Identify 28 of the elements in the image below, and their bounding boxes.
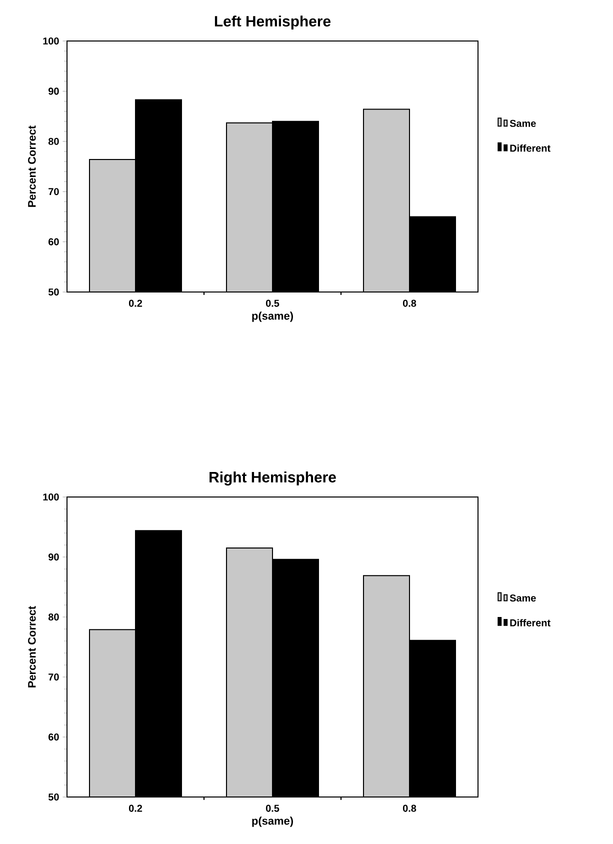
chart-title: Right Hemisphere — [210, 472, 336, 486]
chart-title: Left Hemisphere — [214, 16, 331, 30]
y-tick-label: 70 — [48, 188, 59, 196]
x-tick-label: 0.8 — [402, 804, 416, 812]
x-tick-label: 0.5 — [266, 300, 280, 307]
y-tick-label: 60 — [48, 238, 59, 246]
x-axis-title: p(same) — [252, 312, 293, 322]
y-axis-title: Percent Correct — [28, 126, 36, 207]
y-tick-label: 50 — [48, 288, 59, 296]
x-tick-label: 0.5 — [266, 804, 280, 812]
y-tick-label: 60 — [48, 733, 59, 741]
legend-label: Different — [510, 619, 550, 626]
y-tick-label: 50 — [48, 793, 59, 801]
legend-label: Different — [510, 144, 550, 152]
y-tick-label: 70 — [48, 673, 59, 681]
y-tick-label: 90 — [48, 553, 59, 561]
y-tick-label: 100 — [43, 493, 59, 501]
y-axis-title: Percent Correct — [28, 606, 36, 688]
y-tick-label: 80 — [48, 613, 59, 621]
y-tick-label: 100 — [43, 37, 59, 45]
y-tick-label: 80 — [48, 138, 59, 145]
x-axis-title: p(same) — [252, 816, 293, 827]
legend-label: Same — [510, 594, 536, 602]
x-tick-label: 0.8 — [402, 300, 416, 307]
x-tick-label: 0.2 — [128, 804, 142, 812]
y-tick-label: 90 — [48, 88, 59, 95]
legend-label: Same — [510, 120, 536, 127]
x-tick-label: 0.2 — [128, 300, 142, 307]
